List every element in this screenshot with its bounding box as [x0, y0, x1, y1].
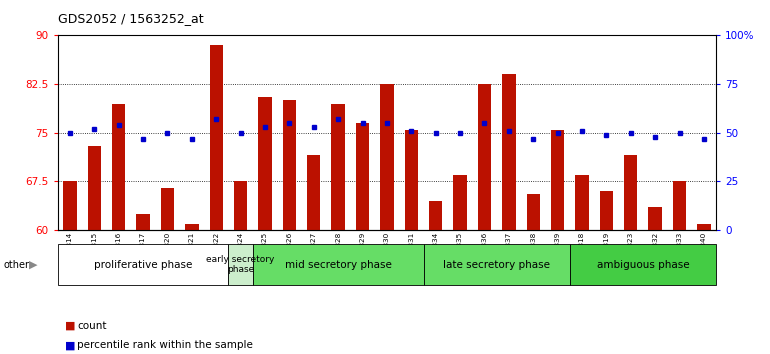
Bar	[234, 181, 247, 230]
Bar	[356, 123, 370, 230]
Text: ■: ■	[65, 321, 76, 331]
Text: proliferative phase: proliferative phase	[94, 259, 192, 270]
Bar	[136, 214, 150, 230]
Text: mid secretory phase: mid secretory phase	[285, 259, 392, 270]
Bar	[551, 130, 564, 230]
Bar	[88, 146, 101, 230]
Text: late secretory phase: late secretory phase	[444, 259, 550, 270]
Bar	[502, 74, 516, 230]
Text: ■: ■	[65, 340, 76, 350]
Bar	[673, 181, 686, 230]
Bar	[575, 175, 589, 230]
Bar	[527, 194, 540, 230]
Text: percentile rank within the sample: percentile rank within the sample	[77, 340, 253, 350]
Bar	[63, 181, 77, 230]
Bar	[307, 155, 320, 230]
Bar	[331, 104, 345, 230]
Text: early secretory
phase: early secretory phase	[206, 255, 275, 274]
Bar	[648, 207, 662, 230]
Bar	[185, 224, 199, 230]
Text: ▶: ▶	[29, 259, 38, 270]
Bar	[454, 175, 467, 230]
Bar	[112, 104, 126, 230]
Bar	[429, 201, 443, 230]
Bar	[161, 188, 174, 230]
Text: ambiguous phase: ambiguous phase	[597, 259, 689, 270]
Text: other: other	[4, 259, 30, 270]
Bar	[600, 191, 613, 230]
Bar	[380, 84, 393, 230]
Bar	[477, 84, 491, 230]
Text: GDS2052 / 1563252_at: GDS2052 / 1563252_at	[58, 12, 203, 25]
Bar	[624, 155, 638, 230]
Bar	[209, 45, 223, 230]
Bar	[404, 130, 418, 230]
Bar	[283, 100, 296, 230]
Text: count: count	[77, 321, 106, 331]
Bar	[697, 224, 711, 230]
Bar	[258, 97, 272, 230]
